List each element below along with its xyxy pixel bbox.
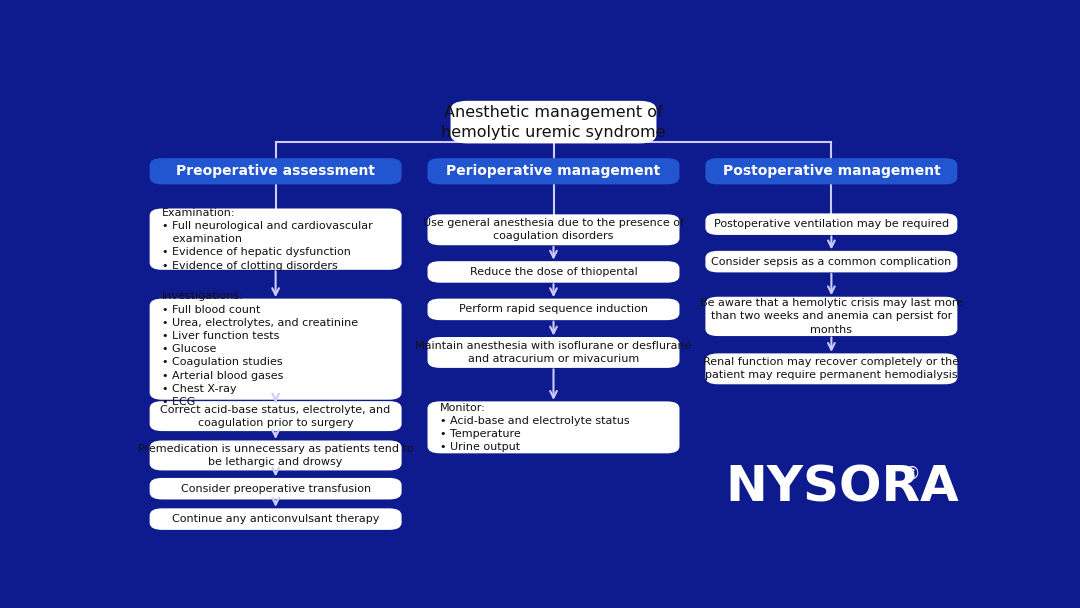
FancyBboxPatch shape xyxy=(705,297,957,336)
Text: Consider sepsis as a common complication: Consider sepsis as a common complication xyxy=(712,257,951,267)
FancyBboxPatch shape xyxy=(450,101,657,143)
FancyBboxPatch shape xyxy=(428,299,679,320)
Text: Perform rapid sequence induction: Perform rapid sequence induction xyxy=(459,305,648,314)
Text: Preoperative assessment: Preoperative assessment xyxy=(176,164,375,178)
Text: Postoperative management: Postoperative management xyxy=(723,164,941,178)
FancyBboxPatch shape xyxy=(150,158,402,184)
Text: Continue any anticonvulsant therapy: Continue any anticonvulsant therapy xyxy=(172,514,379,524)
Text: NYSORA: NYSORA xyxy=(726,463,959,511)
Text: Premedication is unnecessary as patients tend to
be lethargic and drowsy: Premedication is unnecessary as patients… xyxy=(138,444,414,467)
Text: Reduce the dose of thiopental: Reduce the dose of thiopental xyxy=(470,267,637,277)
Text: Investigations:
• Full blood count
• Urea, electrolytes, and creatinine
• Liver : Investigations: • Full blood count • Ure… xyxy=(162,291,359,407)
FancyBboxPatch shape xyxy=(705,353,957,384)
Text: Consider preoperative transfusion: Consider preoperative transfusion xyxy=(180,484,370,494)
Text: Correct acid-base status, electrolyte, and
coagulation prior to surgery: Correct acid-base status, electrolyte, a… xyxy=(161,404,391,427)
FancyBboxPatch shape xyxy=(428,401,679,454)
Text: Perioperative management: Perioperative management xyxy=(446,164,661,178)
FancyBboxPatch shape xyxy=(150,209,402,270)
FancyBboxPatch shape xyxy=(705,213,957,235)
FancyBboxPatch shape xyxy=(150,299,402,399)
Text: Renal function may recover completely or the
patient may require permanent hemod: Renal function may recover completely or… xyxy=(703,358,959,381)
FancyBboxPatch shape xyxy=(428,261,679,283)
FancyBboxPatch shape xyxy=(705,251,957,272)
Text: Postoperative ventilation may be required: Postoperative ventilation may be require… xyxy=(714,219,949,229)
FancyBboxPatch shape xyxy=(150,478,402,499)
FancyBboxPatch shape xyxy=(150,440,402,471)
FancyBboxPatch shape xyxy=(150,401,402,431)
Text: ©: © xyxy=(903,465,920,483)
Text: Use general anesthesia due to the presence of
coagulation disorders: Use general anesthesia due to the presen… xyxy=(423,218,684,241)
FancyBboxPatch shape xyxy=(705,158,957,184)
FancyBboxPatch shape xyxy=(428,158,679,184)
Text: Be aware that a hemolytic crisis may last more
than two weeks and anemia can per: Be aware that a hemolytic crisis may las… xyxy=(700,298,963,334)
Text: Maintain anesthesia with isoflurane or desflurane
and atracurium or mivacurium: Maintain anesthesia with isoflurane or d… xyxy=(415,341,692,364)
FancyBboxPatch shape xyxy=(150,508,402,530)
FancyBboxPatch shape xyxy=(428,215,679,245)
Text: Monitor:
• Acid-base and electrolyte status
• Temperature
• Urine output: Monitor: • Acid-base and electrolyte sta… xyxy=(440,402,630,452)
Text: Anesthetic management of
hemolytic uremic syndrome: Anesthetic management of hemolytic uremi… xyxy=(442,105,665,139)
Text: Examination:
• Full neurological and cardiovascular
   examination
• Evidence of: Examination: • Full neurological and car… xyxy=(162,208,373,271)
FancyBboxPatch shape xyxy=(428,337,679,368)
